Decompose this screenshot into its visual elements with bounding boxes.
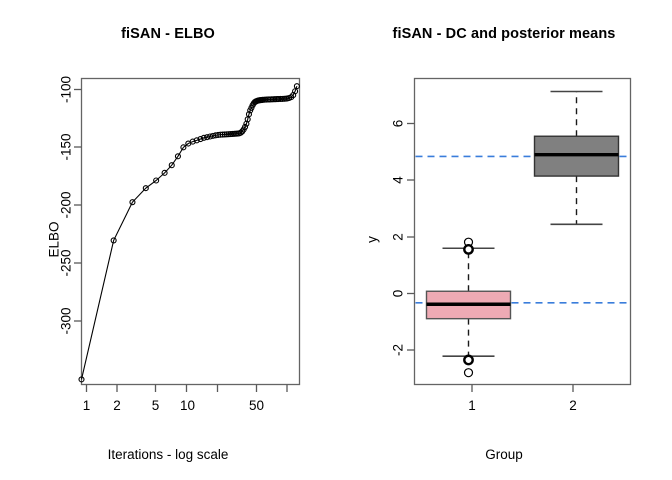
posterior-mean-point <box>463 354 474 366</box>
elbo-point <box>293 83 300 90</box>
panel-boxplot-plot-area: 6 4 2 0 -2 1 2 <box>391 77 632 413</box>
panel-elbo-x-ticklabels: 1 2 5 10 50 <box>83 398 264 413</box>
panel-boxplot-y-ticklabels: 6 4 2 0 -2 <box>391 120 406 356</box>
panel-elbo-frame <box>80 77 301 386</box>
elbo-series <box>78 83 300 383</box>
panel-elbo-y-ticks <box>74 88 82 322</box>
y-tick-label: 0 <box>391 290 406 298</box>
elbo-point <box>245 111 253 118</box>
panel-boxplot-frame <box>413 77 632 386</box>
y-tick-label: -100 <box>59 76 74 103</box>
panel-boxplot-x-axis-label: Group <box>485 447 523 462</box>
elbo-point <box>242 123 249 130</box>
panel-boxplot: fiSAN - DC and posterior means y Group 6… <box>336 0 672 480</box>
x-tick-label: 1 <box>468 398 476 413</box>
panel-boxplot-x-ticklabels: 1 2 <box>468 398 577 413</box>
panel-elbo-x-ticks <box>85 384 288 392</box>
panel-elbo-plot-area: -100 -150 -200 -250 -300 1 2 5 10 <box>59 76 301 413</box>
y-tick-label: 4 <box>391 176 406 184</box>
outlier-point <box>463 368 474 378</box>
y-tick-label: -200 <box>59 191 74 218</box>
elbo-point <box>153 177 160 184</box>
panel-elbo-title: fiSAN - ELBO <box>121 26 215 42</box>
elbo-point <box>180 144 187 151</box>
elbo-point <box>219 131 226 138</box>
elbo-point <box>168 162 175 169</box>
x-tick-label: 10 <box>180 398 195 413</box>
boxplot-group-2 <box>533 90 620 226</box>
elbo-point <box>292 88 299 95</box>
panel-elbo: fiSAN - ELBO ELBO Iterations - log scale… <box>47 26 301 462</box>
elbo-point <box>197 136 204 143</box>
x-tick-label: 5 <box>152 398 160 413</box>
x-tick-label: 50 <box>249 398 264 413</box>
elbo-point <box>207 133 214 140</box>
elbo-point <box>78 376 85 383</box>
y-tick-label: -250 <box>59 249 74 276</box>
panel-boxplot-title: fiSAN - DC and posterior means <box>392 26 616 42</box>
x-tick-label: 2 <box>113 398 121 413</box>
elbo-point <box>193 137 200 144</box>
y-tick-label: 6 <box>391 120 406 128</box>
panel-elbo-x-axis-label: Iterations - log scale <box>107 447 229 462</box>
elbo-point <box>110 237 117 244</box>
panel-elbo-y-ticklabels: -100 -150 -200 -250 -300 <box>59 76 74 335</box>
reference-lines <box>415 155 630 304</box>
y-tick-label: 2 <box>391 233 406 241</box>
elbo-point <box>129 199 136 206</box>
elbo-point <box>275 95 282 103</box>
boxplot-group-1 <box>425 237 512 378</box>
y-tick-label: -2 <box>391 344 406 356</box>
elbo-point-markers <box>78 83 300 383</box>
elbo-point <box>161 169 168 176</box>
elbo-line <box>80 85 298 380</box>
elbo-point <box>200 134 207 141</box>
x-tick-label: 1 <box>83 398 91 413</box>
x-tick-label: 2 <box>569 398 577 413</box>
panel-boxplot-y-ticks <box>407 122 415 351</box>
y-tick-label: -150 <box>59 133 74 160</box>
y-tick-label: -300 <box>59 307 74 334</box>
elbo-point <box>223 131 230 138</box>
posterior-mean-point <box>463 243 474 255</box>
elbo-point <box>217 131 224 138</box>
panel-boxplot-x-ticks <box>471 384 574 392</box>
elbo-point <box>204 134 211 141</box>
elbo-point <box>142 185 149 192</box>
elbo-point <box>189 138 196 145</box>
elbo-point <box>174 153 181 160</box>
elbo-point <box>221 131 228 138</box>
